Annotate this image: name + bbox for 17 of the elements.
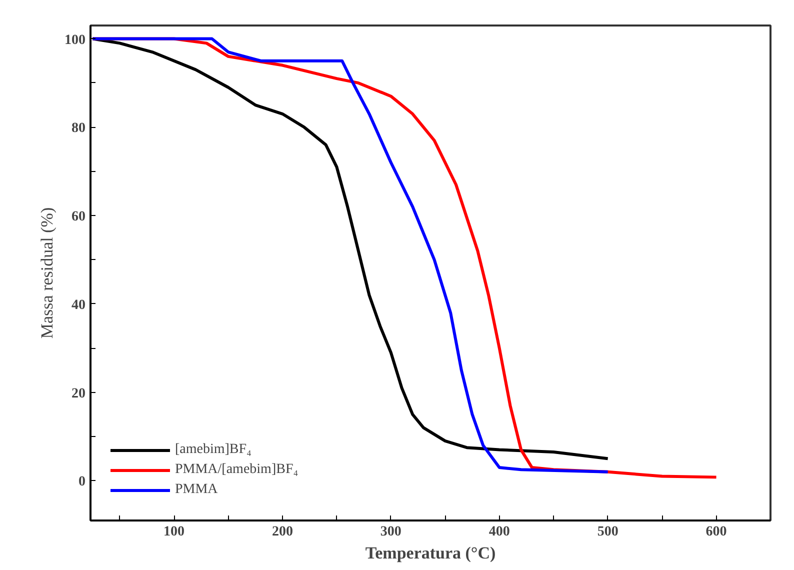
y-tick-label: 80 (72, 121, 86, 136)
x-axis-title: Temperatura (°C) (365, 544, 496, 562)
x-tick-label: 200 (272, 524, 293, 540)
y-tick-label: 60 (72, 210, 86, 225)
y-tick-label: 100 (64, 32, 86, 48)
x-tick-label: 600 (706, 524, 727, 540)
legend-label: PMMA (175, 482, 218, 498)
legend-label: [amebim]BF₄ (175, 442, 252, 458)
y-tick-label: 20 (72, 386, 86, 402)
x-tick-label: 100 (164, 524, 185, 540)
x-tick-label: 300 (380, 524, 402, 540)
y-tick-label: 40 (72, 298, 86, 313)
y-axis-title: Massa residual (%) (38, 207, 56, 339)
x-tick-label: 500 (597, 524, 618, 540)
legend-label: PMMA/[amebim]BF₄ (175, 462, 298, 478)
y-tick-label: 0 (78, 474, 86, 490)
x-tick-label: 400 (488, 524, 510, 540)
